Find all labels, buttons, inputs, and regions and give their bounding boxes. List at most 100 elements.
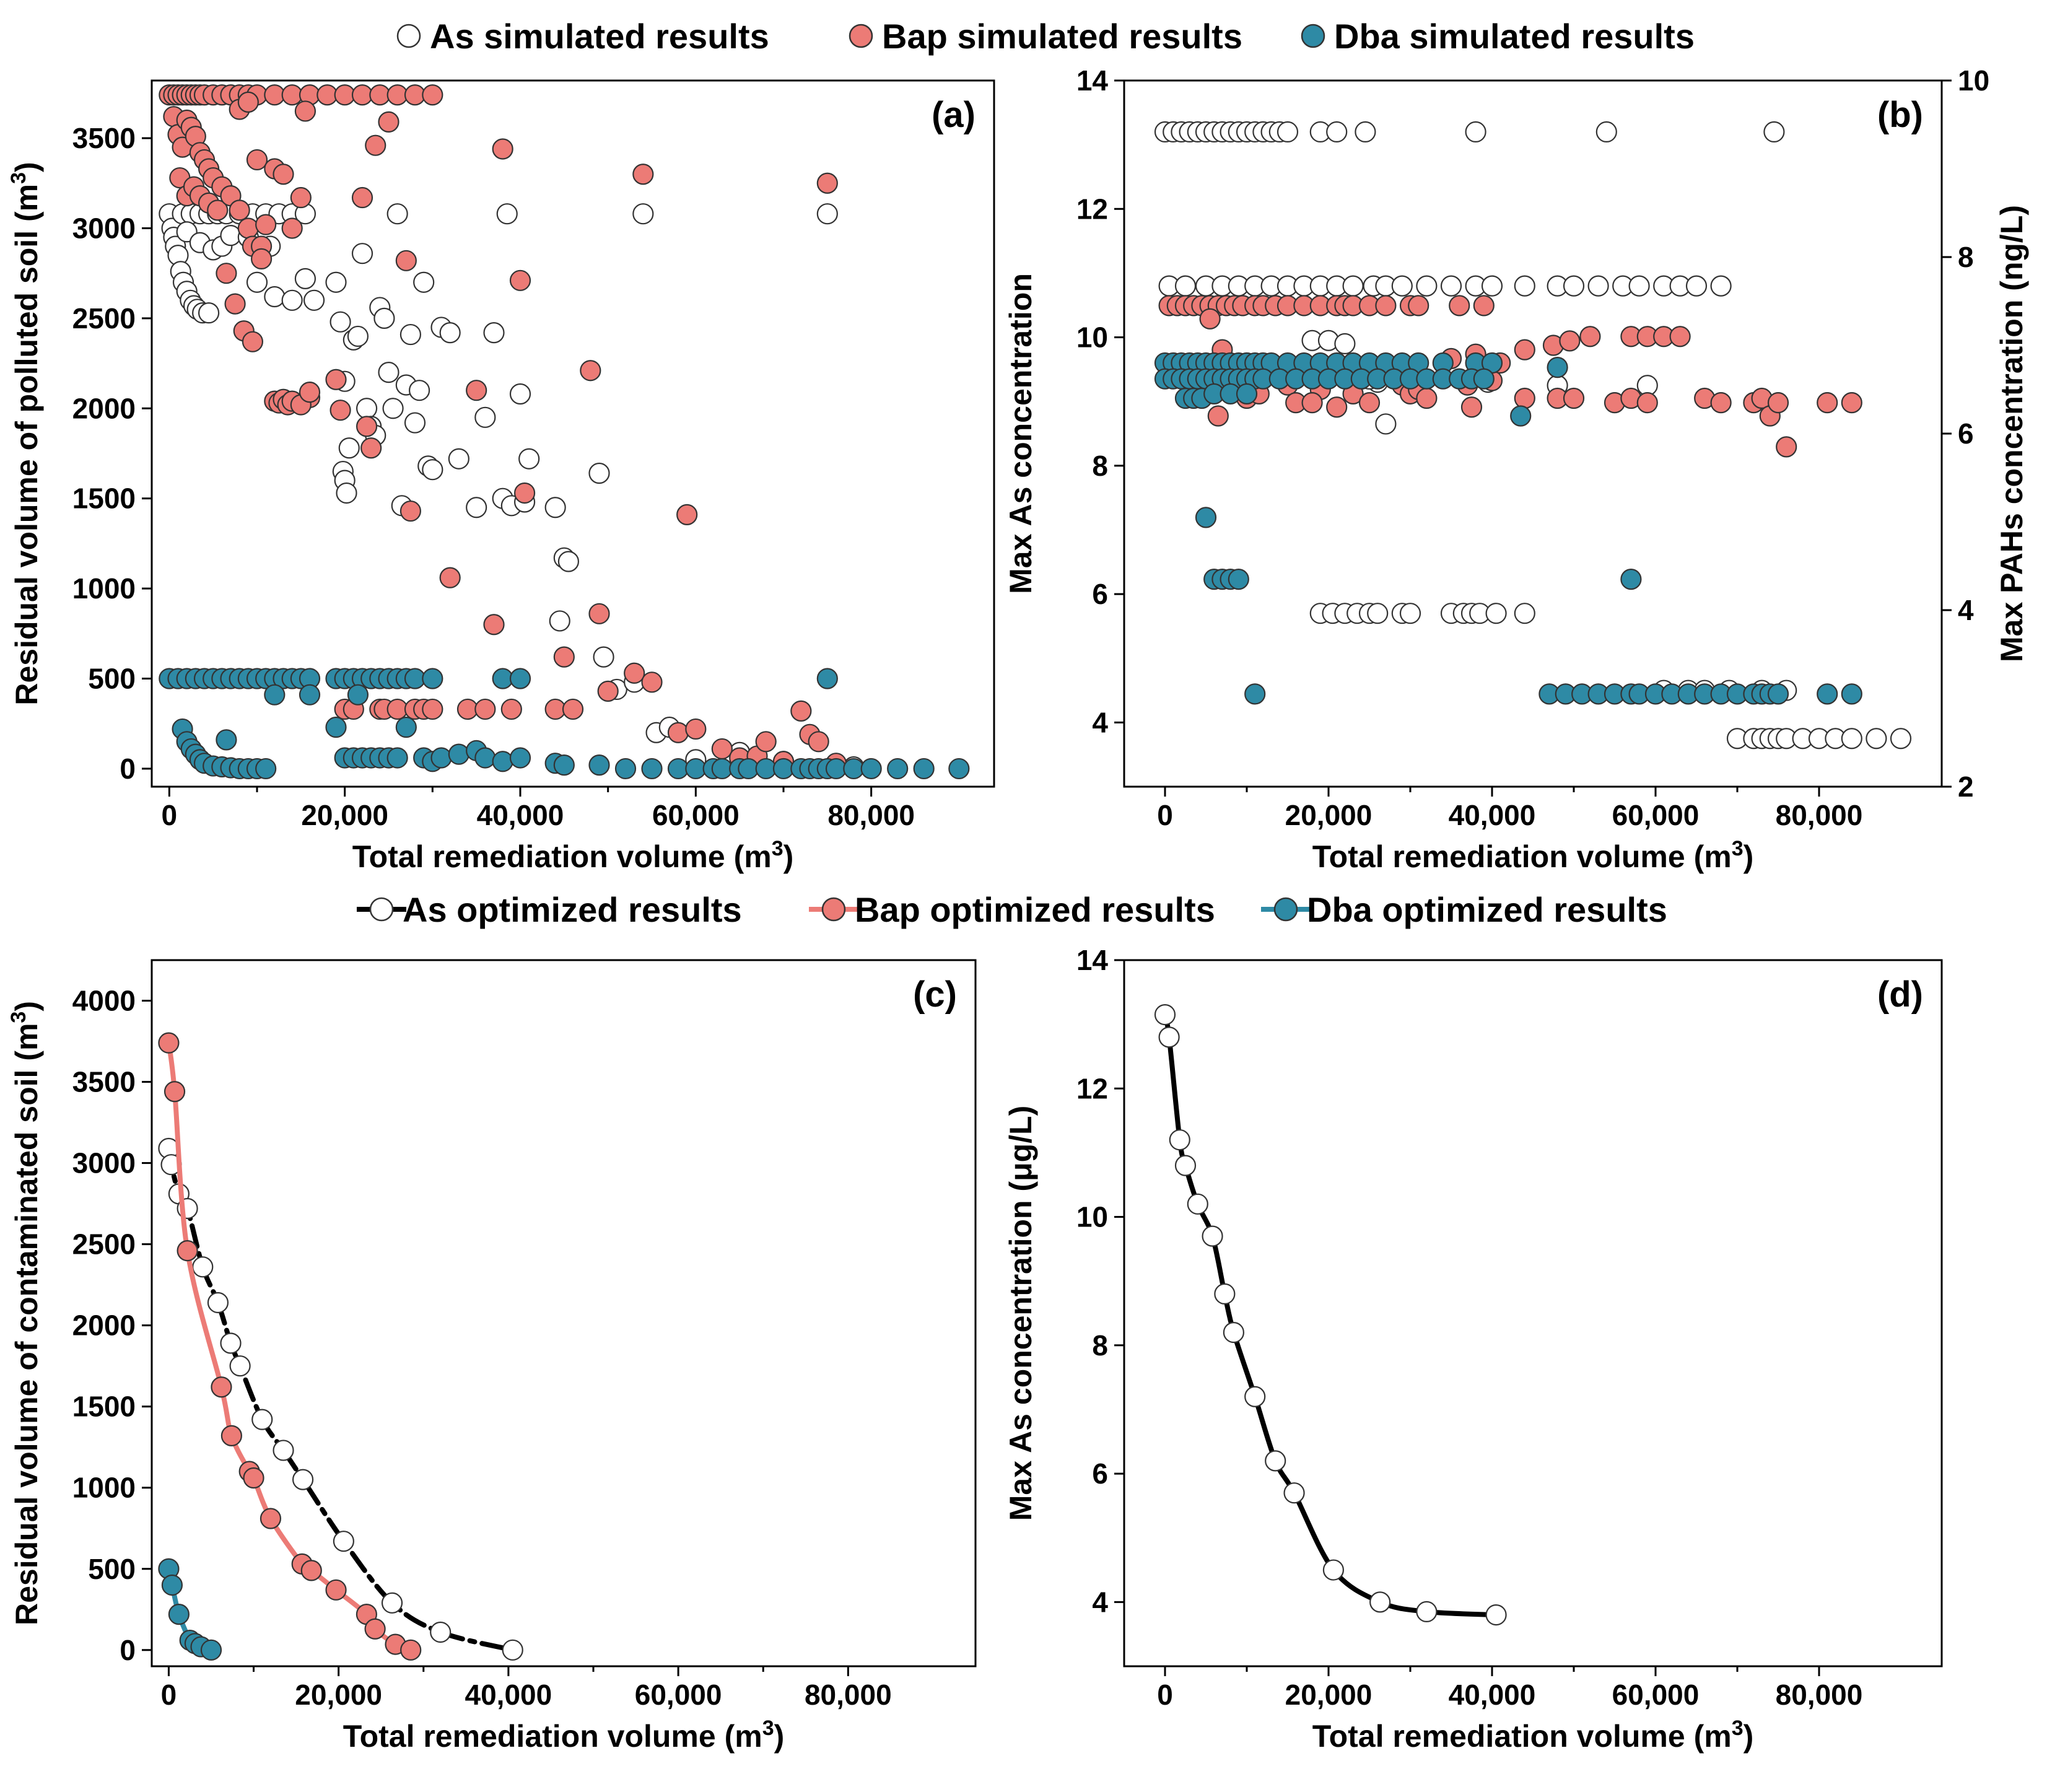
y-tick-label: 2000 xyxy=(72,1309,136,1342)
data-point xyxy=(246,271,268,293)
data-point xyxy=(255,214,277,235)
data-point xyxy=(1322,1559,1345,1581)
data-point xyxy=(404,412,426,434)
data-point xyxy=(192,1256,214,1278)
legend-label: As optimized results xyxy=(403,890,742,929)
data-point xyxy=(351,84,373,106)
panel-label: (c) xyxy=(913,974,957,1015)
data-point xyxy=(430,1621,452,1643)
data-point xyxy=(333,1531,354,1552)
y-tick-label: 12 xyxy=(1076,1072,1108,1104)
data-point xyxy=(1841,683,1862,705)
data-point xyxy=(316,84,338,106)
data-point xyxy=(360,437,382,459)
x-tick-label: 20,000 xyxy=(295,1679,382,1711)
data-point xyxy=(177,1240,198,1262)
data-point xyxy=(250,248,273,270)
data-point xyxy=(264,684,286,706)
data-point xyxy=(1154,1003,1176,1026)
panel-label: (a) xyxy=(932,95,975,135)
panel-label: (b) xyxy=(1877,95,1923,135)
series-line xyxy=(166,1040,414,1653)
data-point xyxy=(1817,392,1838,414)
data-point xyxy=(211,1376,232,1398)
data-point xyxy=(509,668,531,689)
y-tick-label: 8 xyxy=(1092,450,1108,482)
data-point xyxy=(502,1639,523,1661)
plot-frame xyxy=(1123,959,1943,1667)
data-point xyxy=(1473,368,1495,390)
y-tick-label: 1500 xyxy=(72,483,136,515)
legend-label: Bap optimized results xyxy=(855,890,1215,929)
data-point xyxy=(356,416,378,437)
y-tick-label: 500 xyxy=(88,1553,136,1585)
data-point xyxy=(386,747,408,769)
y-tick-label: 10 xyxy=(1076,1201,1108,1233)
data-point xyxy=(207,199,229,221)
data-point xyxy=(1277,121,1299,143)
data-point xyxy=(913,758,935,780)
data-point xyxy=(1473,295,1495,317)
data-point xyxy=(1841,392,1862,414)
data-point xyxy=(492,668,513,689)
data-point xyxy=(1514,339,1535,361)
data-point xyxy=(378,111,399,133)
data-point xyxy=(1174,1155,1197,1176)
data-point xyxy=(299,382,321,403)
panel-a-scatter: 0 20,000 40,000 60,000 80,000 0 500 1000 1500 200… xyxy=(7,79,995,874)
data-point xyxy=(1579,326,1601,347)
data-point xyxy=(1710,392,1732,414)
data-point xyxy=(422,668,443,689)
data-point xyxy=(408,380,430,401)
data-point xyxy=(509,383,531,405)
data-point xyxy=(466,380,487,401)
data-point xyxy=(500,698,522,720)
data-point xyxy=(448,448,469,470)
x-tick-label: 20,000 xyxy=(1285,1679,1373,1711)
data-point xyxy=(1375,413,1397,435)
data-point xyxy=(1174,275,1197,297)
data-point xyxy=(404,668,426,689)
data-point xyxy=(843,758,865,780)
data-point xyxy=(273,164,294,185)
data-point xyxy=(264,84,286,106)
y2-tick-label: 6 xyxy=(1958,417,1974,450)
data-point xyxy=(448,743,469,765)
x-tick-label: 20,000 xyxy=(1285,799,1373,831)
data-point xyxy=(553,754,575,776)
data-point xyxy=(1563,275,1585,297)
x-tick-label: 40,000 xyxy=(1449,799,1536,831)
data-point xyxy=(755,731,777,753)
legend-marker xyxy=(849,24,873,48)
data-point xyxy=(386,84,408,106)
y-tick-label: 10 xyxy=(1076,321,1108,354)
data-point xyxy=(808,731,829,753)
data-point xyxy=(422,459,443,481)
data-point xyxy=(553,646,575,668)
y-axis-label: Residual volume of contaminated soil (m3… xyxy=(7,1001,44,1625)
data-point xyxy=(483,614,505,636)
data-point xyxy=(330,400,351,421)
x-tick-label: 80,000 xyxy=(1776,799,1863,831)
data-point xyxy=(456,698,479,720)
y-tick-label: 6 xyxy=(1092,1458,1108,1490)
data-point xyxy=(1449,295,1470,317)
data-point xyxy=(1408,295,1429,317)
data-point xyxy=(351,243,373,264)
legend-marker xyxy=(1273,897,1298,922)
series-line xyxy=(1163,1012,1499,1618)
y2-tick-label: 8 xyxy=(1958,241,1974,273)
data-point xyxy=(1776,436,1797,458)
data-point xyxy=(1202,1225,1223,1247)
data-point xyxy=(632,164,654,185)
data-point xyxy=(1767,683,1789,705)
x-axis-label: Total remediation volume (m3) xyxy=(1312,837,1754,874)
data-point xyxy=(1369,1591,1391,1613)
legend-label: Bap simulated results xyxy=(882,17,1242,56)
data-point xyxy=(1187,1193,1208,1215)
data-point xyxy=(1636,392,1658,414)
data-point xyxy=(1244,683,1266,705)
y-axis-label: Max As concentration (μg/L) xyxy=(1003,1106,1038,1521)
data-point xyxy=(404,84,426,106)
y-tick-label: 14 xyxy=(1076,944,1109,976)
